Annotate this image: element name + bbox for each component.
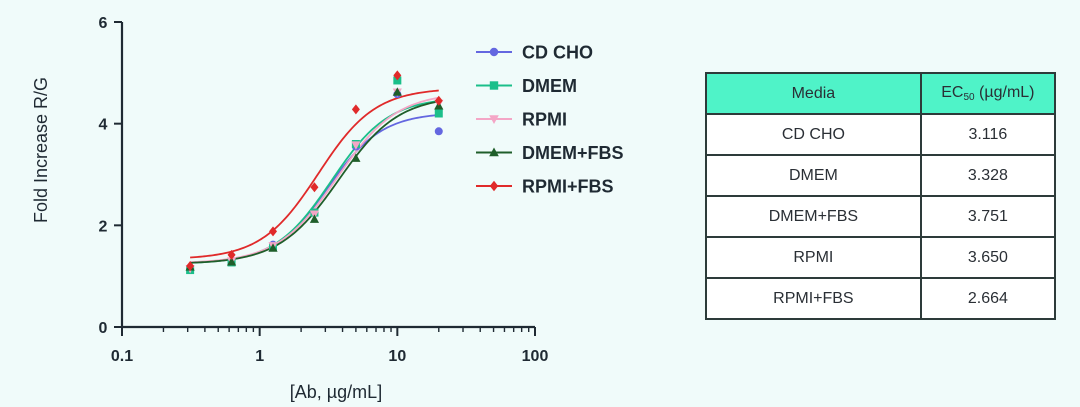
data-point	[351, 141, 361, 150]
data-point	[434, 127, 443, 136]
ec50-table: Media EC50 (µg/mL) CD CHO 3.116 DMEM 3.3…	[705, 72, 1057, 320]
data-point	[393, 76, 402, 85]
ec50-cell: 3.650	[919, 236, 1057, 279]
legend-marker	[489, 147, 499, 157]
x-tick-label: 0.1	[111, 348, 133, 365]
dose-response-chart: 0 2 4 6 0.1 1 10 100 CD CHO DMEM RPMI DMEM+FBS RPMI…	[31, 15, 624, 402]
data-point	[268, 243, 278, 252]
media-cell: RPMI+FBS	[705, 277, 922, 320]
data-point	[269, 226, 278, 237]
legend-label: CD CHO	[522, 43, 593, 63]
legend-label: RPMI	[522, 110, 567, 130]
y-tick-label: 2	[99, 218, 108, 235]
table-row: RPMI 3.650	[705, 236, 1057, 279]
data-point	[434, 95, 443, 106]
data-point	[309, 214, 320, 223]
table-row: CD CHO 3.116	[705, 113, 1057, 156]
x-tick-label: 1	[255, 348, 264, 365]
x-axis-label: [Ab, µg/mL]	[290, 382, 382, 402]
y-tick-label: 4	[99, 117, 108, 134]
legend-marker	[489, 180, 499, 192]
legend-marker	[489, 115, 499, 125]
data-point	[310, 182, 319, 193]
ec50-cell: 3.328	[919, 154, 1057, 197]
table-header-row: Media EC50 (µg/mL)	[705, 72, 1057, 115]
table-row: DMEM 3.328	[705, 154, 1057, 197]
data-point	[393, 70, 402, 81]
legend-marker	[489, 47, 499, 57]
y-tick-label: 6	[99, 15, 108, 32]
data-point	[434, 109, 443, 118]
data-points	[185, 70, 444, 275]
header-ec50: EC50 (µg/mL)	[919, 72, 1057, 115]
chart-axes: 0 2 4 6 0.1 1 10 100	[99, 15, 549, 365]
data-point	[226, 257, 237, 266]
ec50-cell: 3.116	[919, 113, 1057, 156]
ec50-cell: 3.751	[919, 195, 1057, 238]
x-tick-label: 100	[522, 348, 549, 365]
data-point	[392, 87, 402, 96]
fit-curve-dmem-fbs	[190, 100, 439, 264]
y-tick-label: 0	[99, 320, 108, 337]
chart-legend: CD CHO DMEM RPMI DMEM+FBS RPMI+FBS	[476, 43, 624, 197]
data-point	[227, 249, 236, 260]
fit-curve-dmem	[190, 100, 439, 264]
header-ec50-unit: (µg/mL)	[974, 84, 1035, 101]
fit-curve-rpmi-fbs	[190, 89, 439, 259]
header-ec50-subscript: 50	[963, 92, 975, 103]
header-media: Media	[705, 72, 922, 115]
data-point	[186, 261, 195, 271]
data-point	[351, 153, 361, 162]
table-row: RPMI+FBS 2.664	[705, 277, 1057, 320]
table-row: DMEM+FBS 3.751	[705, 195, 1057, 238]
media-cell: RPMI	[705, 236, 922, 279]
media-cell: DMEM+FBS	[705, 195, 922, 238]
x-tick-label: 10	[388, 348, 406, 365]
ec50-cell: 2.664	[919, 277, 1057, 320]
legend-marker	[489, 81, 499, 90]
legend-label: RPMI+FBS	[522, 177, 614, 197]
data-point	[351, 104, 360, 115]
y-axis-label: Fold Increase R/G	[31, 77, 51, 223]
header-ec50-prefix: EC	[941, 84, 964, 101]
media-cell: CD CHO	[705, 113, 922, 156]
fit-curves	[190, 89, 439, 264]
media-cell: DMEM	[705, 154, 922, 197]
legend-label: DMEM+FBS	[522, 143, 624, 163]
legend-label: DMEM	[522, 76, 577, 96]
